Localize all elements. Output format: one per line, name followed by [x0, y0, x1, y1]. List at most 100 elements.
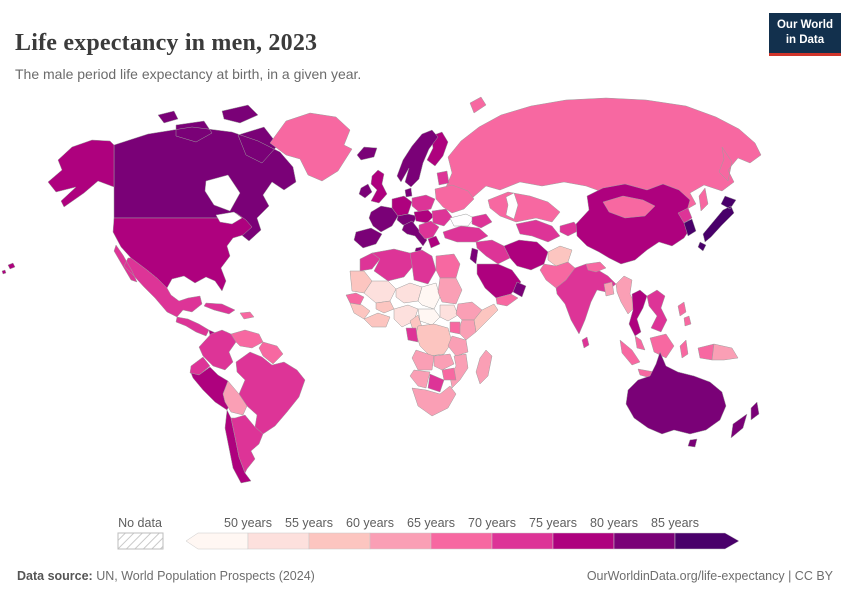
- region-nepal[interactable]: [585, 261, 607, 273]
- no-data-swatch[interactable]: [117, 532, 164, 550]
- region-sri-lanka[interactable]: [581, 336, 590, 349]
- legend-bin-75-80[interactable]: [552, 532, 615, 550]
- region-sudan[interactable]: [437, 277, 463, 305]
- region-guatemala-honduras[interactable]: [175, 316, 210, 337]
- legend-bin-55-60[interactable]: [308, 532, 371, 550]
- owid-logo[interactable]: Our World in Data: [768, 13, 841, 56]
- region-thailand[interactable]: [628, 289, 648, 337]
- region-india[interactable]: [555, 263, 617, 335]
- region-bangladesh[interactable]: [603, 281, 615, 297]
- region-poland[interactable]: [411, 194, 436, 213]
- region-vietnam-laos[interactable]: [646, 289, 668, 333]
- legend-bin-over-85[interactable]: [674, 532, 740, 550]
- region-kyrgyzstan-tajikistan[interactable]: [559, 221, 581, 237]
- region-norway-sweden[interactable]: [396, 129, 439, 188]
- legend-tick-80: 80 years: [590, 516, 638, 530]
- region-turkey[interactable]: [442, 225, 489, 243]
- region-cuba[interactable]: [203, 302, 236, 315]
- region-hawaii[interactable]: [1, 262, 16, 275]
- region-tunisia-libya[interactable]: [409, 249, 437, 285]
- region-czechia-hungary[interactable]: [413, 209, 435, 224]
- region-hispaniola[interactable]: [239, 311, 255, 320]
- region-romania-bulgaria[interactable]: [431, 208, 453, 227]
- region-philippines[interactable]: [677, 301, 692, 327]
- owid-logo-line2: in Data: [785, 33, 825, 46]
- region-malaysia[interactable]: [634, 335, 646, 351]
- region-central-african-republic[interactable]: [417, 308, 441, 326]
- region-ireland[interactable]: [358, 183, 373, 199]
- region-yemen[interactable]: [495, 293, 519, 307]
- region-madagascar[interactable]: [475, 349, 493, 385]
- region-colombia[interactable]: [198, 329, 237, 371]
- region-south-sudan[interactable]: [439, 304, 459, 322]
- world-map: [0, 85, 850, 505]
- region-south-korea[interactable]: [683, 218, 697, 237]
- region-botswana[interactable]: [427, 373, 445, 393]
- region-mexico[interactable]: [113, 244, 203, 318]
- region-central-asia[interactable]: [515, 219, 561, 243]
- region-guyanas[interactable]: [258, 341, 284, 365]
- caspian-sea: [505, 192, 519, 220]
- legend-bin-80-85[interactable]: [613, 532, 676, 550]
- region-russia[interactable]: [445, 96, 762, 213]
- region-baltics[interactable]: [436, 170, 450, 186]
- hudson-bay: [204, 174, 241, 212]
- region-kenya[interactable]: [457, 319, 477, 341]
- owid-link[interactable]: OurWorldinData.org/life-expectancy | CC …: [586, 569, 833, 583]
- page-subtitle: The male period life expectancy at birth…: [15, 66, 362, 82]
- region-morocco[interactable]: [359, 252, 381, 272]
- region-mongolia[interactable]: [602, 195, 656, 219]
- region-burkina-faso[interactable]: [375, 300, 395, 314]
- region-tanzania[interactable]: [447, 335, 469, 357]
- region-algeria[interactable]: [371, 248, 415, 282]
- region-zambia[interactable]: [433, 353, 455, 371]
- region-denmark[interactable]: [404, 187, 413, 198]
- region-ukraine-belarus[interactable]: [434, 184, 475, 214]
- region-caucasus[interactable]: [471, 213, 493, 229]
- region-japan[interactable]: [697, 195, 737, 252]
- legend-bin-70-75[interactable]: [491, 532, 554, 550]
- region-ivory-coast-ghana[interactable]: [363, 312, 391, 328]
- region-greece[interactable]: [427, 235, 441, 249]
- region-gabon-congo[interactable]: [405, 327, 419, 343]
- data-source: Data source: UN, World Population Prospe…: [17, 569, 315, 583]
- region-angola[interactable]: [411, 349, 435, 371]
- region-south-africa[interactable]: [411, 385, 457, 417]
- region-senegal[interactable]: [345, 292, 365, 306]
- region-kazakhstan[interactable]: [487, 191, 561, 223]
- region-namibia[interactable]: [409, 369, 431, 389]
- legend-bin-50-55[interactable]: [247, 532, 310, 550]
- region-iran[interactable]: [503, 239, 549, 271]
- legend-bin-60-65[interactable]: [369, 532, 432, 550]
- legend-tick-85: 85 years: [651, 516, 699, 530]
- region-france[interactable]: [368, 205, 399, 233]
- region-north-korea[interactable]: [677, 207, 693, 224]
- region-brazil[interactable]: [235, 351, 306, 435]
- legend-bin-under-50[interactable]: [185, 532, 249, 550]
- region-venezuela[interactable]: [230, 329, 264, 349]
- legend-bin-65-70[interactable]: [430, 532, 493, 550]
- region-drc[interactable]: [415, 323, 453, 357]
- region-papua-new-guinea[interactable]: [711, 343, 739, 361]
- region-ecuador[interactable]: [189, 356, 211, 376]
- region-egypt[interactable]: [435, 253, 461, 279]
- region-argentina[interactable]: [230, 414, 264, 474]
- region-oman-uae[interactable]: [512, 281, 527, 298]
- region-levant-iraq[interactable]: [475, 239, 511, 265]
- region-iberia[interactable]: [353, 227, 383, 249]
- region-greenland[interactable]: [269, 112, 353, 182]
- region-bolivia[interactable]: [222, 380, 248, 416]
- region-uk[interactable]: [370, 169, 388, 204]
- region-guinea[interactable]: [349, 302, 371, 320]
- region-uganda[interactable]: [449, 321, 461, 335]
- region-israel-jordan[interactable]: [469, 247, 479, 265]
- region-china[interactable]: [575, 183, 693, 265]
- region-canada[interactable]: [113, 104, 297, 242]
- region-zimbabwe[interactable]: [441, 367, 457, 381]
- region-alaska[interactable]: [47, 139, 115, 208]
- region-australia[interactable]: [625, 351, 727, 448]
- page-title: Life expectancy in men, 2023: [15, 30, 318, 57]
- region-new-zealand[interactable]: [730, 401, 760, 439]
- region-iceland[interactable]: [356, 146, 378, 161]
